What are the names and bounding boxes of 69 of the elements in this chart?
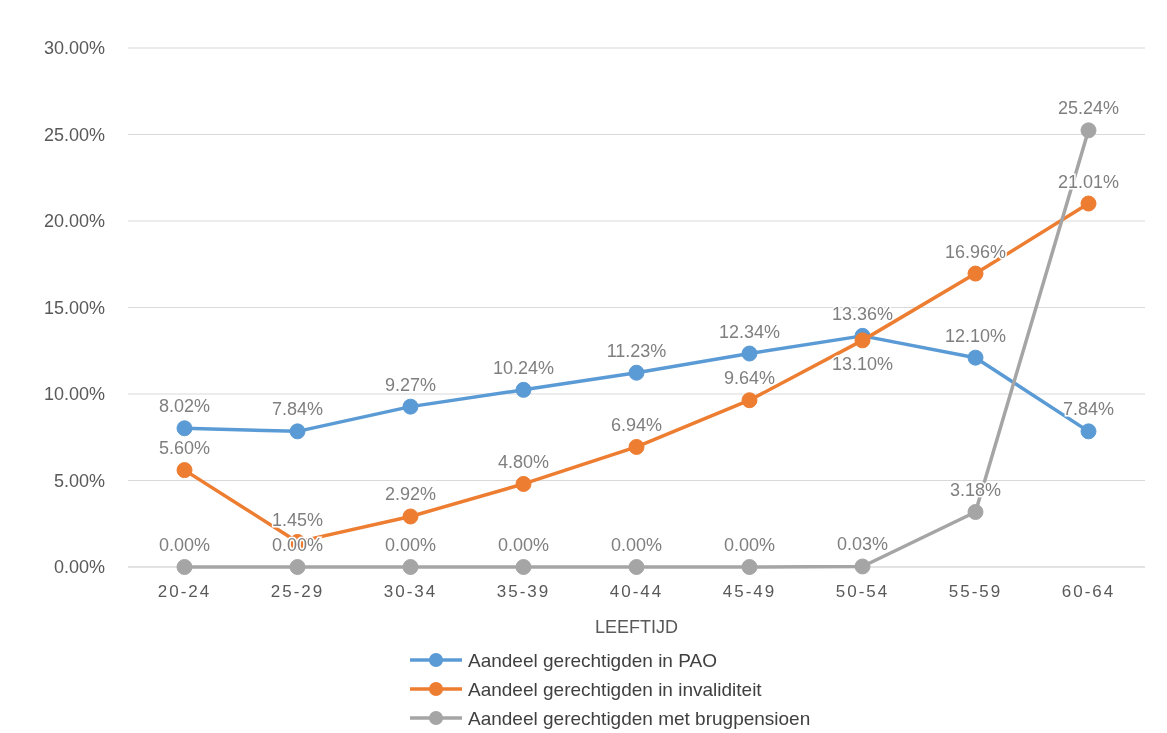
point: [854, 332, 871, 349]
point: [176, 462, 193, 479]
legend-label: Aandeel gerechtigden in invaliditeit: [468, 679, 763, 700]
data-label: 11.23%: [606, 340, 667, 361]
data-label: 2.92%: [384, 484, 437, 505]
data-label: 25.24%: [1057, 98, 1120, 119]
point: [515, 559, 532, 575]
y-tick-label: 5.00%: [53, 470, 105, 491]
point: [628, 438, 645, 455]
data-label: 0.00%: [610, 535, 663, 555]
point: [628, 559, 645, 575]
data-label: 16.96%: [944, 241, 1007, 262]
data-label: 0.03%: [836, 534, 889, 555]
x-tick-label: 20-24: [157, 582, 212, 601]
point: [289, 559, 306, 575]
legend-label: Aandeel gerechtigden met brugpensioen: [468, 708, 811, 729]
data-label: 0.00%: [158, 535, 211, 555]
y-tick-label: 0.00%: [53, 557, 105, 577]
legend-label: Aandeel gerechtigden in PAO: [468, 650, 717, 671]
point: [741, 559, 758, 575]
point: [402, 508, 419, 525]
data-label: 5.60%: [158, 438, 211, 459]
data-label: 6.94%: [610, 414, 663, 435]
point: [741, 392, 758, 409]
y-tick-label: 30.00%: [43, 38, 105, 58]
point: [176, 559, 193, 575]
point: [515, 475, 532, 492]
y-tick-label: 25.00%: [43, 124, 105, 145]
x-tick-label: 30-34: [383, 582, 438, 601]
data-label: 4.80%: [497, 451, 550, 472]
data-label: 0.00%: [384, 535, 437, 555]
point: [967, 503, 984, 520]
data-label: 0.00%: [497, 535, 550, 555]
x-tick-label: 40-44: [609, 582, 664, 601]
data-label: 9.64%: [723, 368, 776, 389]
point: [515, 381, 532, 398]
data-label: 12.34%: [718, 321, 781, 342]
data-label: 8.02%: [158, 396, 211, 417]
point: [967, 265, 984, 282]
data-label: 9.27%: [384, 374, 437, 395]
point: [1080, 122, 1097, 139]
point: [741, 345, 758, 362]
x-tick-label: 25-29: [270, 582, 325, 601]
x-tick-label: 55-59: [948, 582, 1003, 601]
point: [1080, 195, 1097, 212]
data-label: 13.10%: [831, 354, 894, 375]
point: [402, 398, 419, 415]
data-label: 13.36%: [831, 303, 894, 324]
y-tick-label: 15.00%: [43, 297, 105, 318]
point: [402, 559, 419, 575]
data-label: 7.84%: [1062, 399, 1115, 420]
point: [289, 423, 306, 440]
point: [1080, 423, 1097, 440]
point: [176, 420, 193, 437]
point: [967, 349, 984, 366]
x-tick-label: 60-64: [1061, 582, 1116, 601]
y-tick-label: 20.00%: [43, 211, 105, 231]
point: [854, 558, 871, 575]
point: [628, 364, 645, 381]
data-label: 1.45%: [271, 509, 324, 530]
y-tick-label: 10.00%: [43, 384, 105, 404]
x-tick-label: 45-49: [722, 582, 777, 601]
data-label: 0.00%: [723, 535, 776, 555]
x-axis-title: LEEFTIJD: [594, 617, 679, 637]
data-label: 10.24%: [492, 357, 555, 378]
x-tick-label: 50-54: [835, 582, 890, 601]
data-label: 7.84%: [271, 399, 324, 420]
data-label: 12.10%: [944, 325, 1007, 346]
x-tick-label: 35-39: [496, 582, 551, 601]
